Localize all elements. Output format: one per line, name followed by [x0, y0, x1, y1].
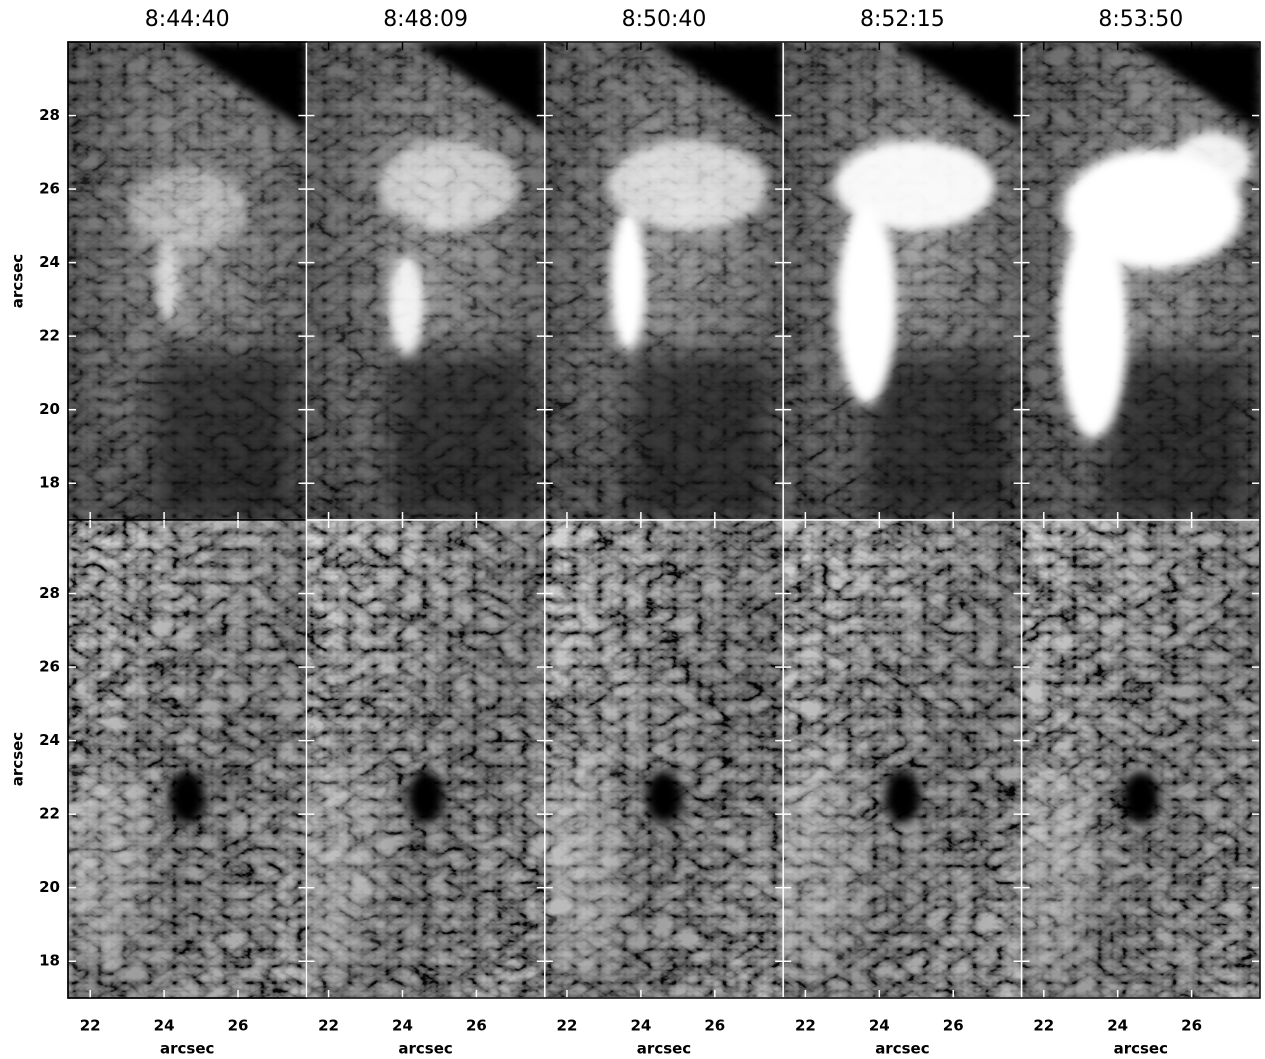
- bright-ribbon: [610, 211, 647, 351]
- column-title: 8:52:15: [860, 7, 945, 32]
- dark-pore: [646, 771, 682, 824]
- bright-granules: [783, 754, 859, 975]
- panel-content: [544, 42, 784, 520]
- image-panel: [1020, 41, 1261, 521]
- dark-pore: [407, 771, 444, 824]
- x-axis-label: arcsec: [1114, 1040, 1168, 1058]
- y-tick-label: 18: [39, 474, 60, 492]
- bright-ribbon: [388, 254, 425, 355]
- bright-granules: [544, 754, 621, 975]
- column-title: 8:53:50: [1098, 7, 1183, 32]
- x-tick-label: 22: [80, 1017, 101, 1035]
- column-title: 8:44:40: [145, 7, 230, 32]
- x-tick-label: 26: [1181, 1017, 1202, 1035]
- image-panel: [1020, 519, 1261, 999]
- x-tick-label: 26: [466, 1017, 487, 1035]
- image-panel: [782, 519, 1023, 999]
- panel-content: [783, 42, 1022, 520]
- dark-pore: [884, 771, 921, 824]
- image-panel: [67, 41, 308, 521]
- y-tick-label: 22: [39, 805, 60, 823]
- panel-content: [544, 520, 784, 998]
- panel-content: [1021, 520, 1260, 998]
- y-tick-label: 24: [39, 731, 60, 749]
- y-axis-label: arcsec: [9, 732, 27, 786]
- bright-granules: [68, 754, 144, 975]
- bright-ribbon: [156, 241, 181, 321]
- bright-ribbon: [1172, 131, 1253, 192]
- bright-ribbon: [379, 140, 520, 231]
- y-tick-label: 28: [39, 106, 60, 124]
- x-tick-label: 24: [1107, 1017, 1128, 1035]
- x-tick-label: 22: [1033, 1017, 1054, 1035]
- x-tick-label: 26: [943, 1017, 964, 1035]
- x-axis-label: arcsec: [637, 1040, 691, 1058]
- dark-lower: [151, 352, 295, 520]
- dark-lower: [628, 352, 772, 520]
- y-axis-label: arcsec: [9, 254, 27, 308]
- image-panel: [782, 41, 1023, 521]
- y-tick-label: 20: [39, 400, 60, 418]
- image-panel: [305, 519, 546, 999]
- dark-lower: [866, 352, 1010, 520]
- dark-corner: [652, 42, 784, 132]
- x-tick-label: 26: [228, 1017, 249, 1035]
- x-tick-label: 24: [392, 1017, 413, 1035]
- panel-content: [783, 520, 1022, 998]
- image-panel: [67, 519, 308, 999]
- dark-corner: [890, 42, 1022, 132]
- x-tick-label: 24: [869, 1017, 890, 1035]
- bright-ribbon: [607, 140, 768, 231]
- x-axis-label: arcsec: [875, 1040, 929, 1058]
- image-panel: [544, 41, 784, 521]
- y-tick-label: 18: [39, 952, 60, 970]
- dark-lower: [1105, 352, 1249, 520]
- bright-ribbon: [1058, 218, 1129, 439]
- x-tick-label: 26: [704, 1017, 725, 1035]
- dark-corner: [413, 42, 545, 132]
- y-tick-label: 24: [39, 253, 60, 271]
- y-tick-label: 22: [39, 327, 60, 345]
- column-title: 8:48:09: [383, 7, 468, 32]
- dark-pore: [169, 771, 206, 824]
- panel-content: [1021, 42, 1260, 520]
- x-tick-label: 22: [318, 1017, 339, 1035]
- column-title: 8:50:40: [622, 7, 707, 32]
- y-tick-label: 26: [39, 180, 60, 198]
- bright-ribbon: [834, 140, 995, 231]
- panel-content: [68, 520, 307, 998]
- dark-pore: [1122, 771, 1159, 824]
- x-tick-label: 24: [154, 1017, 175, 1035]
- y-tick-label: 26: [39, 658, 60, 676]
- bright-ribbon: [836, 204, 897, 405]
- dark-corner: [1128, 42, 1260, 132]
- bright-ribbon: [127, 169, 248, 250]
- x-tick-label: 22: [557, 1017, 578, 1035]
- bright-granules: [1021, 754, 1098, 975]
- y-tick-label: 28: [39, 584, 60, 602]
- panel-content: [306, 42, 545, 520]
- x-tick-label: 24: [630, 1017, 651, 1035]
- panel-content: [306, 520, 545, 998]
- figure-frame: [67, 41, 1261, 999]
- x-axis-label: arcsec: [398, 1040, 452, 1058]
- dark-corner: [175, 42, 307, 132]
- panel-content: [68, 42, 307, 520]
- bright-granules: [306, 754, 383, 975]
- x-axis-label: arcsec: [160, 1040, 214, 1058]
- x-tick-label: 22: [795, 1017, 816, 1035]
- dark-lower: [389, 352, 533, 520]
- y-tick-label: 20: [39, 878, 60, 896]
- image-panel: [305, 41, 546, 521]
- image-panel: [544, 519, 784, 999]
